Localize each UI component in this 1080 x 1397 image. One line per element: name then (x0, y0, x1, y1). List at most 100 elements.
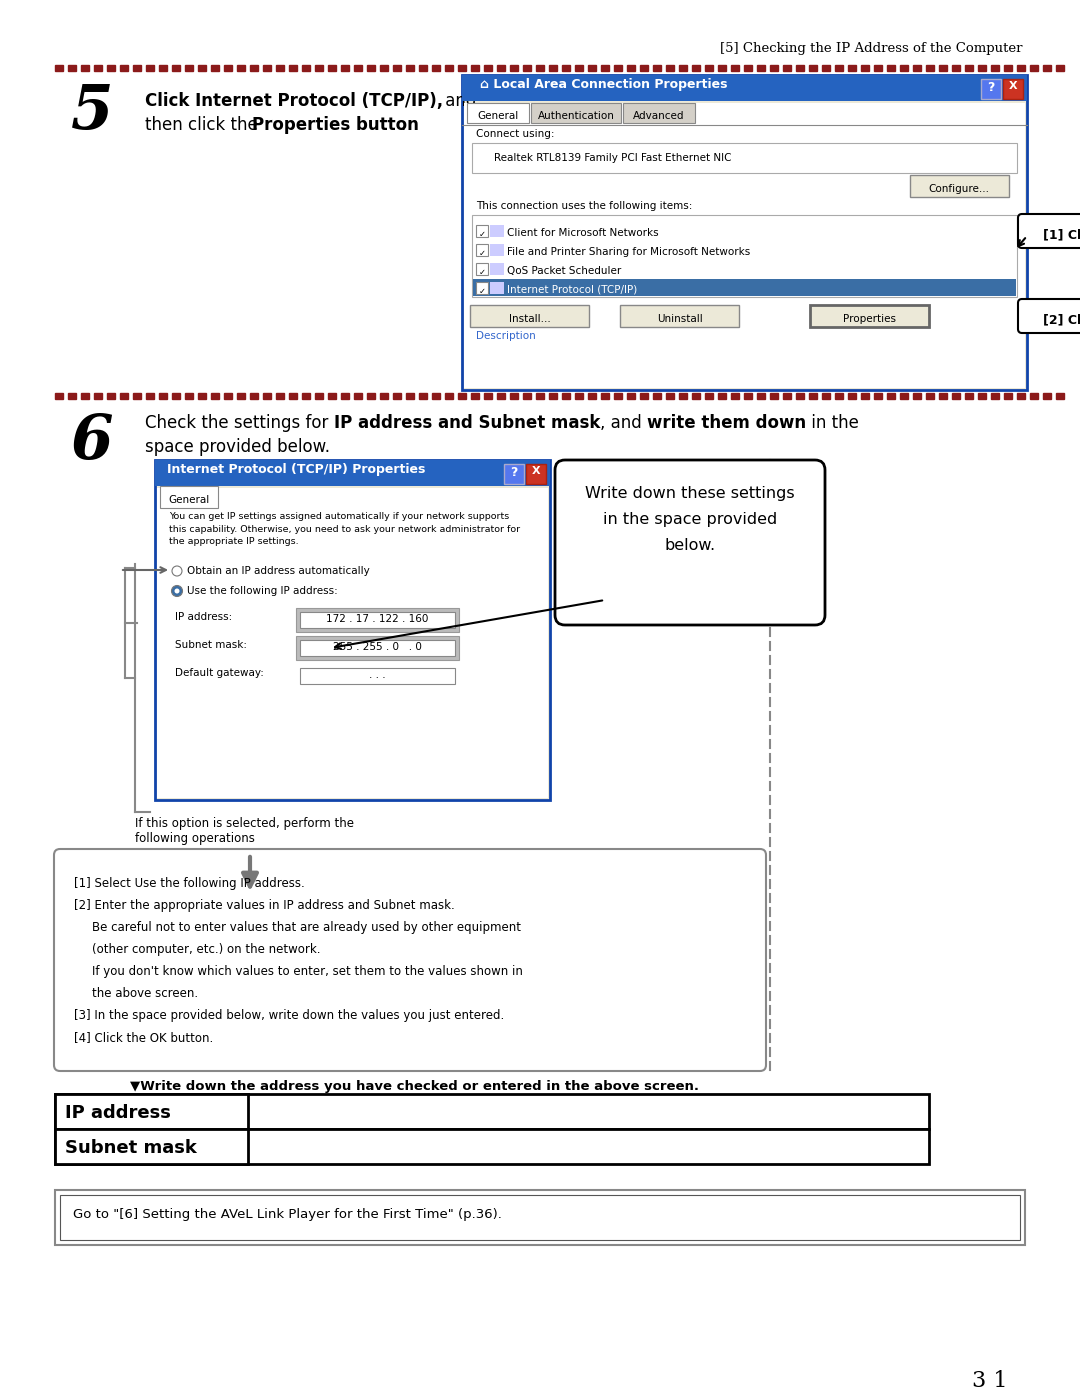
Bar (476, 263, 488, 275)
Bar (458, 393, 465, 400)
Bar (107, 393, 114, 400)
Bar (679, 66, 687, 71)
Bar (419, 66, 427, 71)
Bar (1056, 66, 1064, 71)
FancyBboxPatch shape (555, 460, 825, 624)
Bar (198, 393, 206, 400)
Text: This connection uses the following items:: This connection uses the following items… (476, 201, 692, 211)
Bar (1056, 393, 1064, 400)
Bar (328, 393, 336, 400)
Text: [1] Click.: [1] Click. (1043, 228, 1080, 242)
Bar (367, 393, 375, 400)
Bar (627, 393, 635, 400)
Text: Internet Protocol (TCP/IP): Internet Protocol (TCP/IP) (507, 285, 637, 295)
Bar (1030, 66, 1038, 71)
Bar (146, 66, 154, 71)
Text: Check the settings for: Check the settings for (145, 414, 334, 432)
Bar (406, 393, 414, 400)
Bar (744, 66, 752, 71)
Text: ?: ? (511, 467, 517, 479)
Bar (913, 393, 921, 400)
Circle shape (172, 585, 183, 597)
Bar (796, 393, 804, 400)
Bar (120, 66, 129, 71)
Bar (458, 66, 465, 71)
Text: You can get IP settings assigned automatically if your network supports
this cap: You can get IP settings assigned automat… (168, 511, 521, 546)
Text: [4] Click the OK button.: [4] Click the OK button. (75, 1031, 213, 1044)
Text: Realtek RTL8139 Family PCI Fast Ethernet NIC: Realtek RTL8139 Family PCI Fast Ethernet… (494, 154, 731, 163)
Bar (328, 66, 336, 71)
Bar (490, 263, 504, 275)
Text: Client for Microsoft Networks: Client for Microsoft Networks (507, 228, 659, 237)
Bar (107, 66, 114, 71)
Bar (476, 282, 488, 293)
Bar (264, 393, 271, 400)
Bar (887, 393, 895, 400)
Bar (588, 393, 596, 400)
Bar (380, 393, 388, 400)
Bar (562, 66, 570, 71)
Bar (783, 393, 791, 400)
Bar (666, 66, 674, 71)
Bar (315, 66, 323, 71)
Text: ▼Write down the address you have checked or entered in the above screen.: ▼Write down the address you have checked… (131, 1080, 700, 1092)
FancyBboxPatch shape (470, 305, 589, 327)
Circle shape (172, 566, 183, 576)
Text: Internet Protocol (TCP/IP) Properties: Internet Protocol (TCP/IP) Properties (167, 462, 426, 476)
Bar (432, 393, 440, 400)
Bar (1043, 66, 1051, 71)
Bar (615, 393, 622, 400)
Bar (484, 393, 492, 400)
Bar (300, 640, 455, 657)
Text: IP address:: IP address: (175, 612, 232, 622)
Bar (966, 66, 973, 71)
Text: ✓: ✓ (478, 268, 486, 277)
Text: ✓: ✓ (478, 286, 486, 296)
Bar (462, 75, 1027, 101)
Bar (796, 66, 804, 71)
Bar (476, 225, 488, 237)
Bar (157, 488, 548, 798)
Text: Description: Description (476, 331, 536, 341)
Text: General: General (477, 110, 518, 122)
Bar (476, 244, 488, 256)
Text: Configure...: Configure... (929, 184, 989, 194)
Bar (81, 393, 89, 400)
Text: then click the: then click the (145, 116, 264, 134)
Bar (211, 66, 219, 71)
Bar (978, 393, 986, 400)
Bar (744, 393, 752, 400)
Text: , and: , and (600, 414, 647, 432)
Bar (549, 66, 557, 71)
Bar (536, 393, 544, 400)
Bar (692, 66, 700, 71)
Bar (315, 393, 323, 400)
Bar (471, 393, 480, 400)
Bar (615, 66, 622, 71)
Bar (705, 393, 713, 400)
Text: IP address and Subnet mask: IP address and Subnet mask (334, 414, 600, 432)
Bar (504, 464, 524, 483)
Bar (874, 393, 882, 400)
Text: in the: in the (806, 414, 859, 432)
Text: 6: 6 (71, 412, 113, 472)
Text: Default gateway:: Default gateway: (175, 668, 264, 678)
Bar (731, 66, 739, 71)
Bar (1017, 66, 1025, 71)
Bar (623, 103, 696, 123)
Bar (861, 66, 869, 71)
Text: Click Internet Protocol (TCP/IP),: Click Internet Protocol (TCP/IP), (145, 92, 443, 110)
Bar (951, 66, 960, 71)
Text: Go to "[6] Setting the AVeL Link Player for the First Time" (p.36).: Go to "[6] Setting the AVeL Link Player … (73, 1208, 502, 1221)
Bar (55, 1190, 1025, 1245)
Bar (653, 66, 661, 71)
Bar (302, 393, 310, 400)
Bar (68, 66, 76, 71)
Text: [2] Click.: [2] Click. (1043, 313, 1080, 326)
Bar (55, 393, 63, 400)
Bar (848, 393, 856, 400)
Bar (926, 66, 934, 71)
Bar (276, 66, 284, 71)
Text: 172 . 17 . 122 . 160: 172 . 17 . 122 . 160 (326, 615, 429, 624)
Bar (156, 460, 550, 800)
